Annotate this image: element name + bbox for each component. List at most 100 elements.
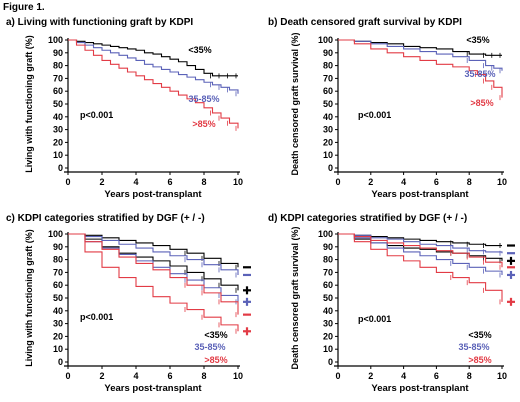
y-tick-label: 50 [53,99,63,109]
x-tick-label: 8 [467,371,472,381]
y-tick-label: 50 [323,293,333,303]
p-value-annotation: p<0.001 [358,110,391,120]
y-tick-label: 70 [323,267,333,277]
x-tick-label: 2 [99,177,104,187]
y-tick-label: 20 [53,137,63,147]
y-tick-label: 40 [53,306,63,316]
y-tick-label: 30 [323,319,333,329]
y-tick-label: 0 [328,357,333,367]
chart-panel-c: c) KDPI categories stratified by DGF (+ … [6,213,251,394]
category-label-2: >85% [204,355,227,365]
y-tick-label: 60 [53,86,63,96]
y-tick-label: 60 [323,86,333,96]
category-label-1: 35-85% [188,94,219,104]
y-tick-label: 10 [53,150,63,160]
x-axis-label: Years post-transplant [371,383,469,394]
p-value-annotation: p<0.001 [80,312,113,322]
category-label-0: <35% [204,330,227,340]
chart-panel-a: a) Living with functioning graft by KDPI… [6,17,243,200]
series-line-5 [338,233,503,302]
y-tick-label: 80 [53,255,63,265]
series-line-2 [68,39,239,129]
category-label-0: <35% [468,330,491,340]
y-tick-label: 80 [323,61,333,71]
y-tick-label: 70 [53,73,63,83]
x-tick-label: 2 [368,177,373,187]
x-tick-label: 10 [233,371,243,381]
series-line-4 [68,233,239,315]
y-axis-label: Living with functioning graft (%) [24,35,34,172]
panel-title: d) KDPI categories stratified by DGF (+ … [268,213,467,224]
y-tick-label: 10 [53,344,63,354]
y-tick-label: 0 [328,163,333,173]
x-tick-label: 8 [201,177,206,187]
y-tick-label: 80 [323,255,333,265]
y-tick-label: 70 [53,267,63,277]
panel-title: c) KDPI categories stratified by DGF (+ … [6,213,205,224]
category-label-2: >85% [468,355,491,365]
category-label-1: 35-85% [458,342,489,352]
chart-panel-d: d) KDPI categories stratified by DGF (+ … [268,213,515,394]
x-tick-label: 6 [167,371,172,381]
p-value-annotation: p<0.001 [358,314,391,324]
category-label-0: <35% [466,35,489,45]
category-label-2: >85% [470,98,493,108]
y-tick-label: 50 [323,99,333,109]
y-tick-label: 10 [323,150,333,160]
y-axis-label: Death censored graft survival (%) [290,32,300,175]
category-label-0: <35% [188,45,211,55]
y-axis-label: Death censored graft survival (%) [290,226,300,369]
y-tick-label: 40 [323,112,333,122]
x-tick-label: 4 [401,371,406,381]
x-tick-label: 0 [335,371,340,381]
panel-title: b) Death censored graft survival by KDPI [268,17,462,28]
y-tick-label: 50 [53,293,63,303]
x-tick-label: 10 [233,177,243,187]
x-tick-label: 6 [434,177,439,187]
x-tick-label: 2 [99,371,104,381]
x-tick-label: 4 [401,177,406,187]
y-tick-label: 10 [323,344,333,354]
series-line-4 [338,233,503,268]
p-value-annotation: p<0.001 [80,110,113,120]
category-label-1: 35-85% [194,342,225,352]
series-line-2 [68,233,239,275]
figure-label: Figure 1. [3,2,45,13]
y-tick-label: 60 [323,280,333,290]
x-tick-label: 0 [335,177,340,187]
x-axis-label: Years post-transplant [371,189,469,200]
y-tick-label: 90 [53,242,63,252]
series-line-1 [68,39,239,94]
y-axis-label: Living with functioning graft (%) [24,229,34,366]
y-tick-label: 30 [53,319,63,329]
x-tick-label: 6 [434,371,439,381]
y-tick-label: 20 [323,137,333,147]
y-tick-label: 100 [48,35,63,45]
y-tick-label: 100 [318,229,333,239]
chart-panel-b: b) Death censored graft survival by KDPI… [268,17,507,200]
panel-title: a) Living with functioning graft by KDPI [6,17,193,28]
y-tick-label: 40 [323,306,333,316]
y-tick-label: 90 [323,242,333,252]
series-line-1 [338,39,503,71]
x-tick-label: 0 [65,177,70,187]
x-tick-label: 10 [497,177,507,187]
y-tick-label: 30 [53,125,63,135]
y-tick-label: 20 [323,331,333,341]
x-tick-label: 4 [133,177,138,187]
y-tick-label: 70 [323,73,333,83]
series-line-0 [68,39,238,77]
y-tick-label: 40 [53,112,63,122]
category-label-2: >85% [192,119,215,129]
x-axis-label: Years post-transplant [104,189,202,200]
x-tick-label: 8 [201,371,206,381]
y-tick-label: 0 [58,163,63,173]
y-tick-label: 80 [53,61,63,71]
y-tick-label: 100 [318,35,333,45]
x-tick-label: 6 [167,177,172,187]
x-tick-label: 4 [133,371,138,381]
y-tick-label: 60 [53,280,63,290]
series-line-5 [68,233,239,332]
x-axis-label: Years post-transplant [104,383,202,394]
